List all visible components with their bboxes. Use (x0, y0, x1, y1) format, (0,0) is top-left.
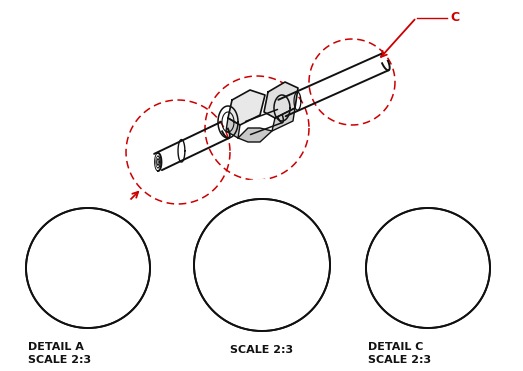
Text: SCALE 2:3: SCALE 2:3 (231, 345, 293, 355)
Text: A: A (119, 217, 128, 230)
Polygon shape (227, 250, 287, 305)
Polygon shape (267, 290, 292, 325)
Text: C: C (450, 11, 460, 24)
Ellipse shape (346, 188, 510, 348)
Polygon shape (226, 118, 240, 138)
Ellipse shape (174, 179, 350, 351)
Polygon shape (238, 128, 272, 142)
Polygon shape (264, 82, 298, 118)
Text: DETAIL C
SCALE 2:3: DETAIL C SCALE 2:3 (368, 342, 431, 365)
Ellipse shape (26, 208, 150, 328)
Ellipse shape (366, 208, 490, 328)
Ellipse shape (194, 199, 330, 331)
Text: DETAIL A
SCALE 2:3: DETAIL A SCALE 2:3 (28, 342, 91, 365)
Ellipse shape (6, 188, 170, 348)
Polygon shape (242, 200, 302, 260)
Polygon shape (228, 90, 265, 125)
Polygon shape (272, 108, 295, 131)
